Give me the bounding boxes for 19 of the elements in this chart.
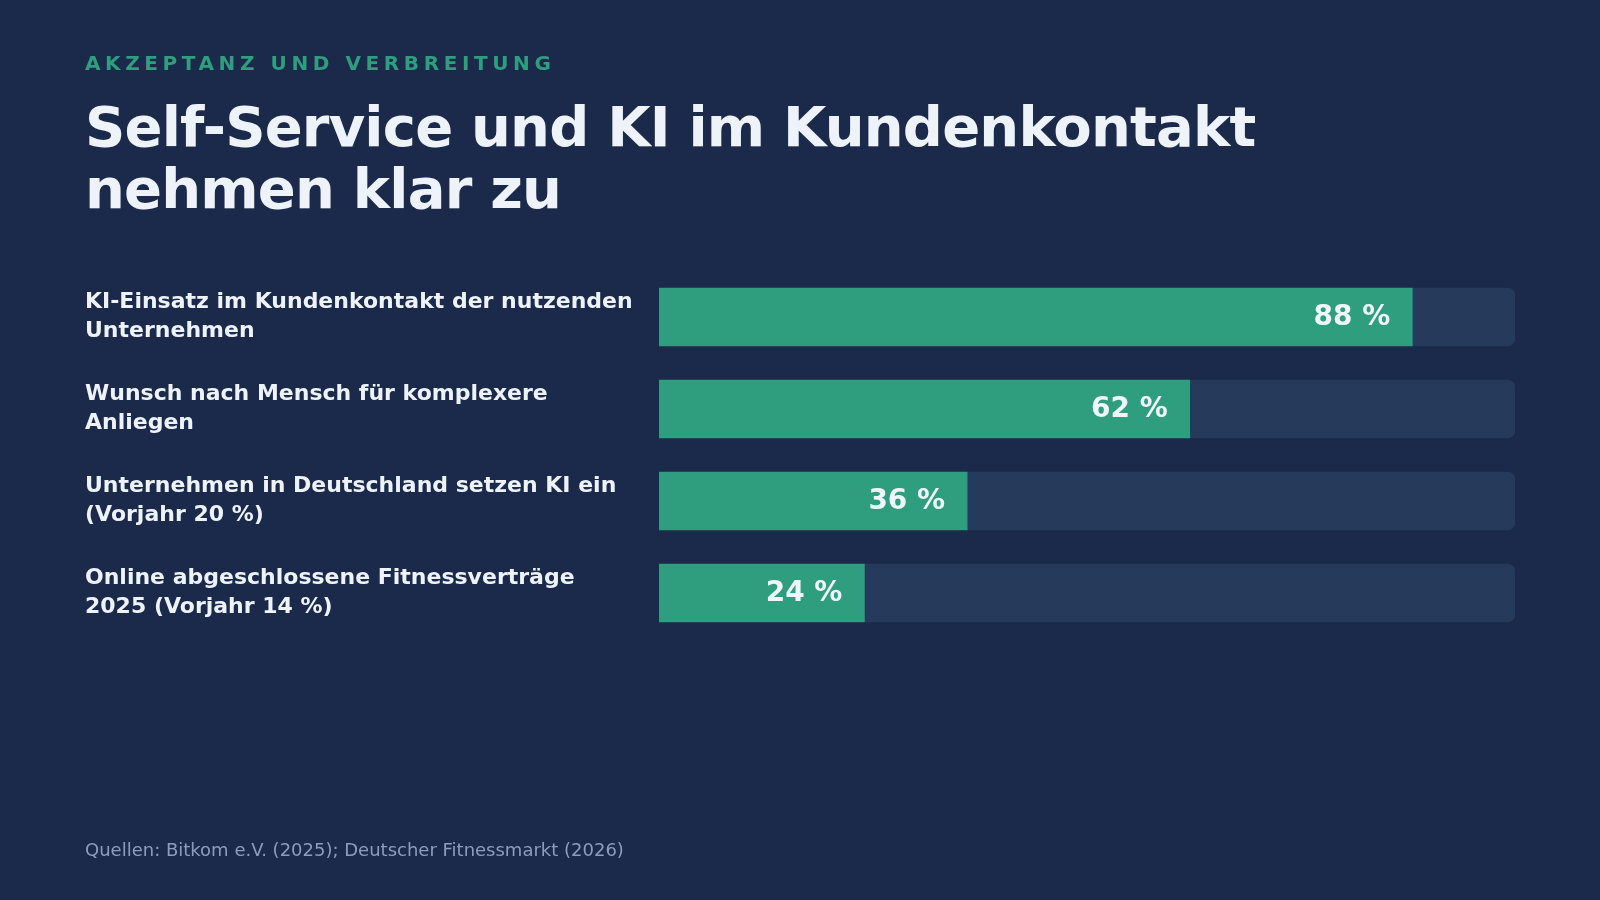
bar (659, 379, 1191, 439)
text: AKZEPTANZ UND VERBREITUNG (85, 51, 556, 75)
bar (1411, 287, 1515, 347)
source-note: Quellen: Bitkom e.V. (2025); Deutscher Fitnessmarkt (2026) (85, 839, 624, 860)
y-tick-label: KI-Einsatz im Kundenkontakt der nutzenden Unternehmen (85, 288, 633, 343)
y-tick-label: Wunsch nach Mensch für komplexere Anliegen (85, 380, 548, 435)
chart-title: Self-Service und KI im Kundenkontakt nehmen klar zu (85, 94, 1257, 221)
y-tick-label: Online abgeschlossene Fitnessverträge 2025 (Vorjahr 14 %) (85, 564, 575, 619)
y-tick-label: Unternehmen in Deutschland setzen KI ein (Vorjahr 20 %) (85, 472, 617, 527)
data-label: 62 % (1090, 391, 1168, 425)
bar (864, 563, 1515, 623)
bar (659, 287, 1413, 347)
data-label: 36 % (868, 483, 946, 517)
bar (659, 471, 968, 531)
data-label: 24 % (765, 575, 843, 609)
bar (966, 471, 1515, 531)
data-label: 88 % (1313, 299, 1391, 333)
bar (1189, 379, 1515, 439)
bar (659, 563, 865, 623)
